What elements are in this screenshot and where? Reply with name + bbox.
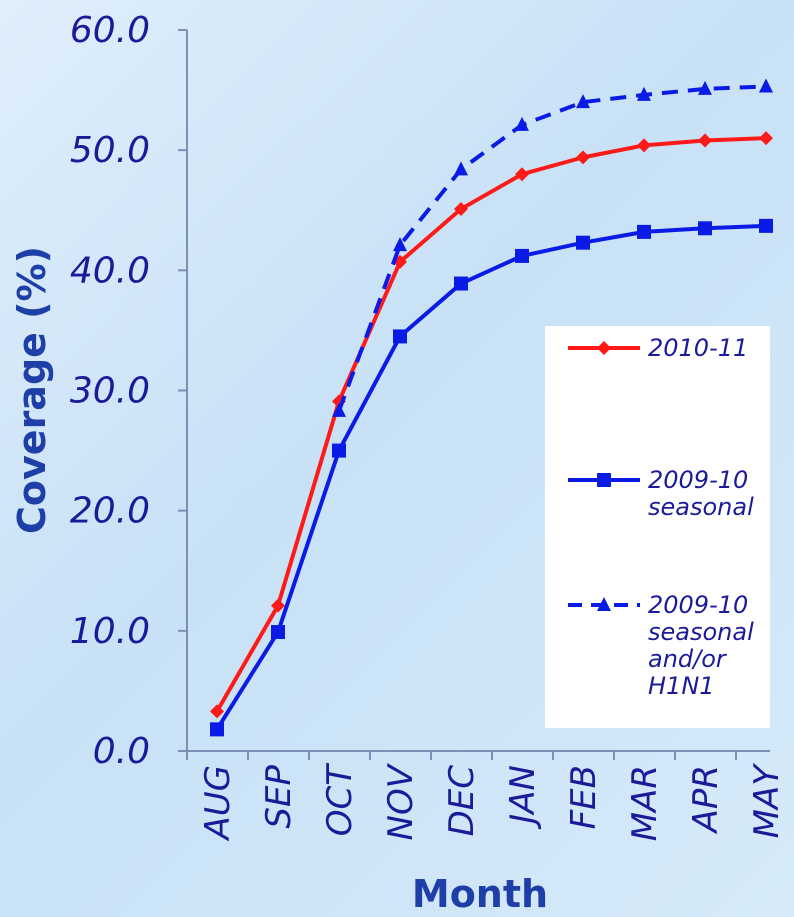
x-tick-label: OCT: [320, 763, 360, 837]
data-point: [576, 150, 590, 165]
legend-label: seasonal: [648, 493, 754, 521]
legend-label: 2009-10: [648, 466, 748, 494]
data-point: [698, 80, 712, 95]
legend-item: 2010-11: [568, 334, 748, 362]
series-3: [332, 78, 773, 417]
y-tick-label: 20.0: [70, 491, 150, 532]
data-point: [271, 598, 285, 613]
legend-label: seasonal: [648, 618, 754, 646]
series-group: [210, 78, 773, 737]
x-tick-label: DEC: [442, 765, 482, 837]
data-point: [515, 167, 529, 182]
data-point: [576, 235, 590, 250]
x-tick-label: AUG: [198, 765, 238, 842]
legend-marker: [597, 341, 611, 355]
y-axis-ticks: 0.0 10.0 20.0 30.0 40.0 50.0 60.0: [70, 10, 187, 772]
legend-label: H1N1: [648, 672, 715, 700]
legend-box: [545, 326, 770, 728]
y-tick-label: 30.0: [70, 371, 150, 412]
y-tick-label: 50.0: [70, 130, 150, 171]
y-axis-title: Coverage (%): [10, 246, 54, 534]
data-point: [637, 86, 651, 101]
legend-label: 2010-11: [648, 334, 748, 362]
data-point: [210, 722, 224, 737]
x-tick-label: FEB: [564, 765, 604, 829]
data-point: [332, 443, 346, 458]
data-point: [210, 704, 224, 719]
x-tick-label: APR: [686, 765, 726, 834]
data-point: [637, 138, 651, 153]
series-line: [215, 223, 767, 731]
x-tick-label: JAN: [503, 765, 543, 830]
data-point: [271, 625, 285, 640]
x-axis-title: Month: [412, 872, 548, 916]
x-tick-label: MAY: [747, 763, 787, 839]
data-point: [759, 218, 773, 233]
series-line: [337, 84, 767, 412]
data-point: [454, 276, 468, 291]
data-point: [698, 133, 712, 148]
y-tick-label: 60.0: [70, 10, 150, 51]
data-point: [393, 329, 407, 344]
data-point: [576, 94, 590, 109]
data-point: [332, 402, 346, 417]
legend-marker: [597, 597, 611, 611]
data-point: [515, 116, 529, 131]
data-point: [759, 131, 773, 146]
y-tick-label: 0.0: [93, 731, 150, 772]
x-tick-label: NOV: [381, 762, 421, 840]
series-line: [215, 136, 767, 713]
y-tick-label: 40.0: [70, 250, 150, 291]
x-axis-ticks: AUG SEP OCT NOV DEC JAN FEB MAR APR MAY: [186, 751, 787, 842]
data-point: [515, 248, 529, 263]
data-point: [759, 78, 773, 93]
data-point: [454, 161, 468, 176]
data-point: [393, 237, 407, 252]
legend-marker: [597, 473, 611, 487]
legend: 2010-112009-10seasonal2009-10seasonaland…: [545, 326, 770, 728]
x-tick-label: SEP: [259, 765, 299, 829]
series-2: [210, 218, 773, 737]
legend-label: 2009-10: [648, 591, 748, 619]
data-point: [698, 221, 712, 236]
data-point: [454, 202, 468, 217]
x-tick-label: MAR: [625, 765, 665, 841]
data-point: [637, 224, 651, 239]
y-tick-label: 10.0: [70, 611, 150, 652]
series-1: [210, 131, 773, 719]
legend-label: and/or: [648, 645, 728, 673]
